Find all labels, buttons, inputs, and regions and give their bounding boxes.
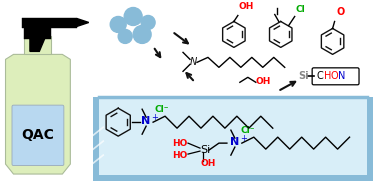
- Text: Si: Si: [200, 145, 210, 155]
- Text: N: N: [189, 57, 197, 67]
- Bar: [24, 36, 51, 54]
- Bar: [99, 97, 367, 175]
- Text: O: O: [336, 8, 345, 17]
- Text: Si: Si: [299, 71, 309, 81]
- Bar: [22, 19, 77, 29]
- Text: OH: OH: [239, 2, 254, 12]
- Bar: [24, 27, 51, 40]
- Circle shape: [118, 29, 132, 43]
- Text: C: C: [317, 71, 324, 81]
- Text: H: H: [324, 71, 331, 81]
- Circle shape: [133, 26, 151, 43]
- FancyBboxPatch shape: [12, 105, 64, 166]
- Text: HO: HO: [172, 139, 187, 148]
- Text: O: O: [331, 71, 338, 81]
- Text: Cl⁻: Cl⁻: [154, 105, 169, 114]
- Text: OH: OH: [256, 77, 271, 86]
- Text: N: N: [141, 116, 151, 126]
- Polygon shape: [77, 19, 89, 26]
- Text: Cl⁻: Cl⁻: [241, 126, 256, 135]
- Text: N: N: [338, 71, 345, 81]
- Circle shape: [141, 15, 155, 29]
- Bar: [367, 97, 373, 181]
- Bar: [93, 175, 373, 181]
- FancyBboxPatch shape: [312, 68, 359, 85]
- Text: Cl: Cl: [296, 5, 305, 15]
- Text: +: +: [240, 134, 247, 143]
- Circle shape: [110, 16, 126, 33]
- Polygon shape: [30, 29, 46, 51]
- Polygon shape: [6, 54, 70, 174]
- Text: +: +: [151, 113, 158, 122]
- Bar: [93, 97, 99, 181]
- Text: N: N: [230, 137, 240, 147]
- Text: QAC: QAC: [22, 128, 54, 142]
- Text: HO: HO: [172, 151, 187, 160]
- Text: OH: OH: [201, 159, 216, 168]
- Circle shape: [124, 8, 142, 26]
